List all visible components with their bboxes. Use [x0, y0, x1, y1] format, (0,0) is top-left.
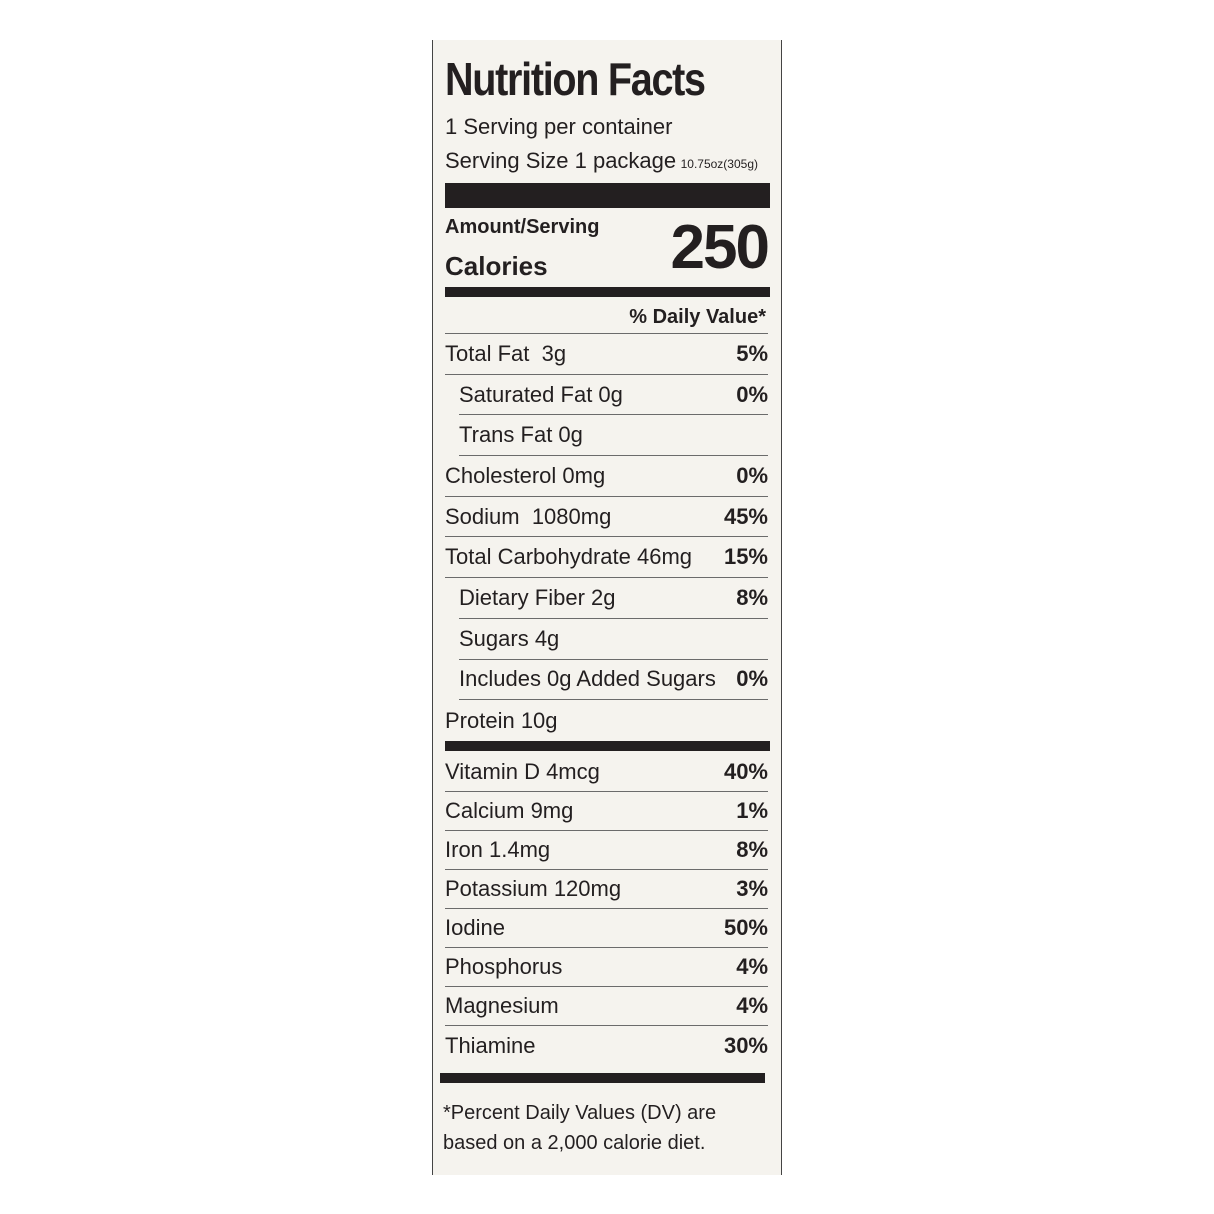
daily-value: 1%	[736, 798, 768, 823]
nutrient-row: Total Carbohydrate 46mg 15%	[445, 538, 768, 579]
nutrient-row: Cholesterol 0mg 0%	[445, 456, 768, 497]
nutrient-row: Total Fat 3g 5%	[445, 334, 768, 375]
thick-bar	[445, 741, 770, 751]
nutrient-text: Total Fat 3g	[445, 340, 567, 366]
calories-label: Calories	[445, 251, 548, 281]
daily-value: 45%	[723, 503, 768, 529]
amount-per-serving: Amount/Serving	[445, 216, 600, 238]
vitamin-row: Magnesium 4%	[445, 987, 768, 1026]
thick-bar	[445, 183, 770, 208]
nutrient-text: Potassium 120mg	[445, 876, 622, 901]
nutrient-text: Iodine	[445, 915, 505, 940]
nutrient-row: Includes 0g Added Sugars 0%	[459, 660, 768, 701]
thick-bar	[440, 1073, 765, 1083]
daily-value: 4%	[736, 954, 768, 979]
daily-value: 30%	[723, 1032, 768, 1058]
calories-value: 250	[670, 213, 770, 282]
vitamin-row: Vitamin D 4mcg 40%	[445, 753, 768, 792]
nutrient-row: Sugars 4g	[459, 619, 768, 660]
daily-value: 8%	[736, 585, 768, 611]
nutrient-text: Iron 1.4mg	[445, 837, 551, 862]
daily-value: 50%	[723, 915, 768, 940]
daily-value: 0%	[736, 381, 768, 407]
nutrient-text: Vitamin D 4mcg	[445, 759, 600, 784]
nutrient-text: Total Carbohydrate 46mg	[445, 544, 693, 570]
vitamin-row: Thiamine 30%	[445, 1026, 768, 1065]
nutrient-row: Dietary Fiber 2g 8%	[459, 578, 768, 619]
daily-value-header: % Daily Value*	[629, 306, 766, 328]
daily-value: 5%	[736, 340, 768, 366]
nutrient-row: Protein 10g	[445, 700, 768, 741]
label-panel	[432, 40, 782, 1175]
nutrient-text: Magnesium	[445, 993, 559, 1018]
nutrient-row: Trans Fat 0g	[459, 415, 768, 457]
vitamin-row: Iron 1.4mg 8%	[445, 831, 768, 870]
footnote: *Percent Daily Values (DV) are based on …	[443, 1102, 717, 1154]
nutrient-row: Sodium 1080mg 45%	[445, 497, 768, 538]
daily-value: 0%	[736, 462, 768, 488]
daily-value: 8%	[736, 837, 768, 862]
nutrient-text: Includes 0g Added Sugars	[459, 666, 716, 692]
nutrient-text: Trans Fat 0g	[459, 422, 583, 448]
daily-value: 3%	[736, 876, 768, 901]
nutrient-text: Protein 10g	[445, 707, 558, 733]
nutrient-text: Sugars 4g	[459, 625, 560, 651]
serving-size: Serving Size 1 package	[445, 148, 677, 173]
vitamin-row: Potassium 120mg 3%	[445, 870, 768, 909]
nutrient-text: Thiamine	[445, 1032, 536, 1058]
nutrient-text: Dietary Fiber 2g	[459, 585, 616, 611]
servings: 1 Serving per container	[445, 114, 673, 139]
nutrient-text: Calcium 9mg	[445, 798, 574, 823]
thick-bar	[445, 287, 770, 297]
serving-weight: 10.75oz(305g)	[680, 157, 758, 171]
serving-size-line: Serving Size 1 package 10.75oz(305g)	[445, 148, 758, 174]
title: Nutrition Facts	[445, 53, 706, 105]
nutrient-text: Sodium 1080mg	[445, 503, 612, 529]
nutrient-row: Saturated Fat 0g 0%	[459, 375, 768, 416]
divider	[445, 333, 768, 334]
vitamin-row: Iodine 50%	[445, 909, 768, 948]
daily-value: 4%	[736, 993, 768, 1018]
nutrient-text: Phosphorus	[445, 954, 563, 979]
vitamin-row: Calcium 9mg 1%	[445, 792, 768, 831]
daily-value: 40%	[723, 759, 768, 784]
vitamin-row: Phosphorus 4%	[445, 948, 768, 987]
nutrient-text: Cholesterol 0mg	[445, 462, 606, 488]
daily-value: 15%	[723, 544, 768, 570]
daily-value: 0%	[736, 666, 768, 692]
nutrient-text: Saturated Fat 0g	[459, 381, 623, 407]
